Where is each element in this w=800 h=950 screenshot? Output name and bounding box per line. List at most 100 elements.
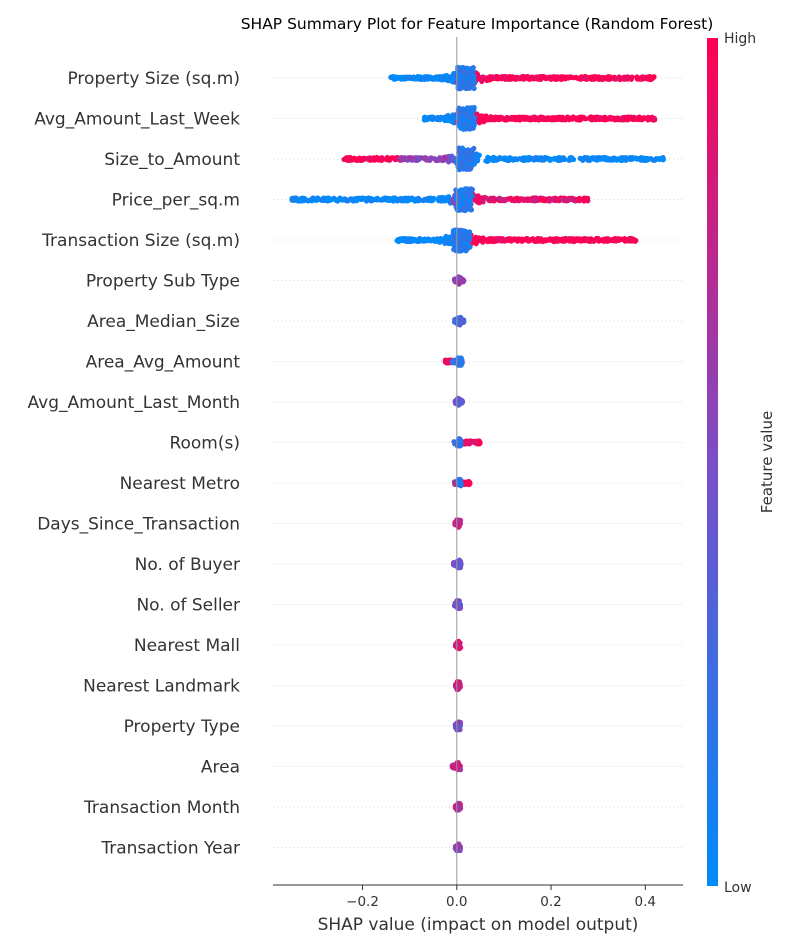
x-tick-label: 0.4 [635,894,656,910]
shap-point [519,157,525,163]
feature-swarm [451,557,464,571]
shap-point [453,242,459,248]
feature-label: Nearest Metro [120,474,240,494]
shap-point [460,164,466,170]
shap-point [456,276,462,282]
shap-point [508,115,515,121]
shap-point [432,156,438,162]
feature-rows: Property Size (sq.m) Avg_Amount_Last_Week… [28,69,683,859]
shap-point [467,149,473,155]
shap-point [357,155,363,161]
shap-point [471,155,477,161]
x-tick-label: 0.2 [540,894,561,910]
shap-point [505,116,511,122]
shap-point [460,192,466,198]
shap-point [568,74,575,80]
shap-point [310,197,316,203]
shap-point [574,237,580,243]
shap-point [568,155,575,161]
shap-point [350,196,356,202]
shap-point [345,198,351,204]
shap-point [389,155,395,161]
shap-point [610,156,616,162]
shap-point [457,400,463,406]
shap-point [630,116,636,123]
shap-point [513,117,519,123]
shap-point [527,74,533,80]
shap-point [421,236,427,242]
shap-point [455,64,461,70]
shap-point [486,77,492,83]
shap-point [323,197,329,203]
shap-point [581,195,587,201]
shap-point [468,192,475,198]
feature-label: No. of Buyer [135,555,240,575]
shap-point [384,195,390,201]
feature-label: Property Sub Type [86,272,240,292]
shap-point [472,197,478,203]
feature-swarm [421,104,658,132]
shap-point [402,74,408,80]
shap-point [468,120,474,127]
shap-point [585,155,591,161]
shap-point [410,196,416,202]
shap-point [615,117,621,123]
shap-point [485,155,491,161]
shap-point [455,207,461,213]
shap-point [421,117,427,123]
shap-point [537,196,544,202]
shap-point [455,236,461,242]
shap-point [459,159,465,165]
shap-point [415,74,421,80]
shap-point [462,117,468,123]
shap-point [422,156,428,162]
shap-point [404,238,410,244]
feature-label: Nearest Landmark [83,677,240,697]
colorbar-title: Feature value [758,411,776,513]
feature-label: Transaction Size (sq.m) [41,231,240,251]
shap-point [638,76,645,82]
feature-label: Nearest Mall [134,636,240,656]
shap-point [600,76,606,82]
shap-point [530,236,536,242]
shap-point [609,237,615,243]
feature-label: Property Size (sq.m) [67,69,240,89]
feature-swarm [451,274,467,287]
shap-point [456,719,462,725]
shap-point [462,110,469,117]
shap-point [549,196,555,202]
x-axis-ticks: −0.2 0.0 0.2 0.4 [346,885,656,910]
shap-point [457,558,464,564]
shap-point [481,118,487,124]
shap-point [313,197,319,203]
shap-point [576,196,582,202]
shap-point [506,74,513,80]
shap-point [398,236,404,243]
x-tick-label: 0.0 [446,894,467,910]
shap-point [542,237,548,243]
shap-point [548,76,554,82]
shap-point [583,75,589,81]
shap-point [461,228,467,234]
shap-point [460,79,466,85]
shap-point [497,195,503,201]
feature-swarm [289,186,591,214]
feature-swarm [388,64,657,92]
shap-point [519,238,525,244]
shap-point [422,196,428,202]
shap-point [375,157,382,163]
feature-swarm [452,679,463,693]
shap-point [408,75,414,81]
shap-point [531,156,537,162]
feature-swarm [451,436,483,449]
shap-point [566,237,572,243]
shap-point [636,115,642,121]
shap-point [457,73,463,79]
shap-point [506,236,512,242]
shap-point [465,154,471,160]
shap-point [621,236,627,242]
shap-point [389,74,395,80]
shap-point [459,206,465,213]
shap-point [337,196,343,202]
shap-point [456,843,462,849]
